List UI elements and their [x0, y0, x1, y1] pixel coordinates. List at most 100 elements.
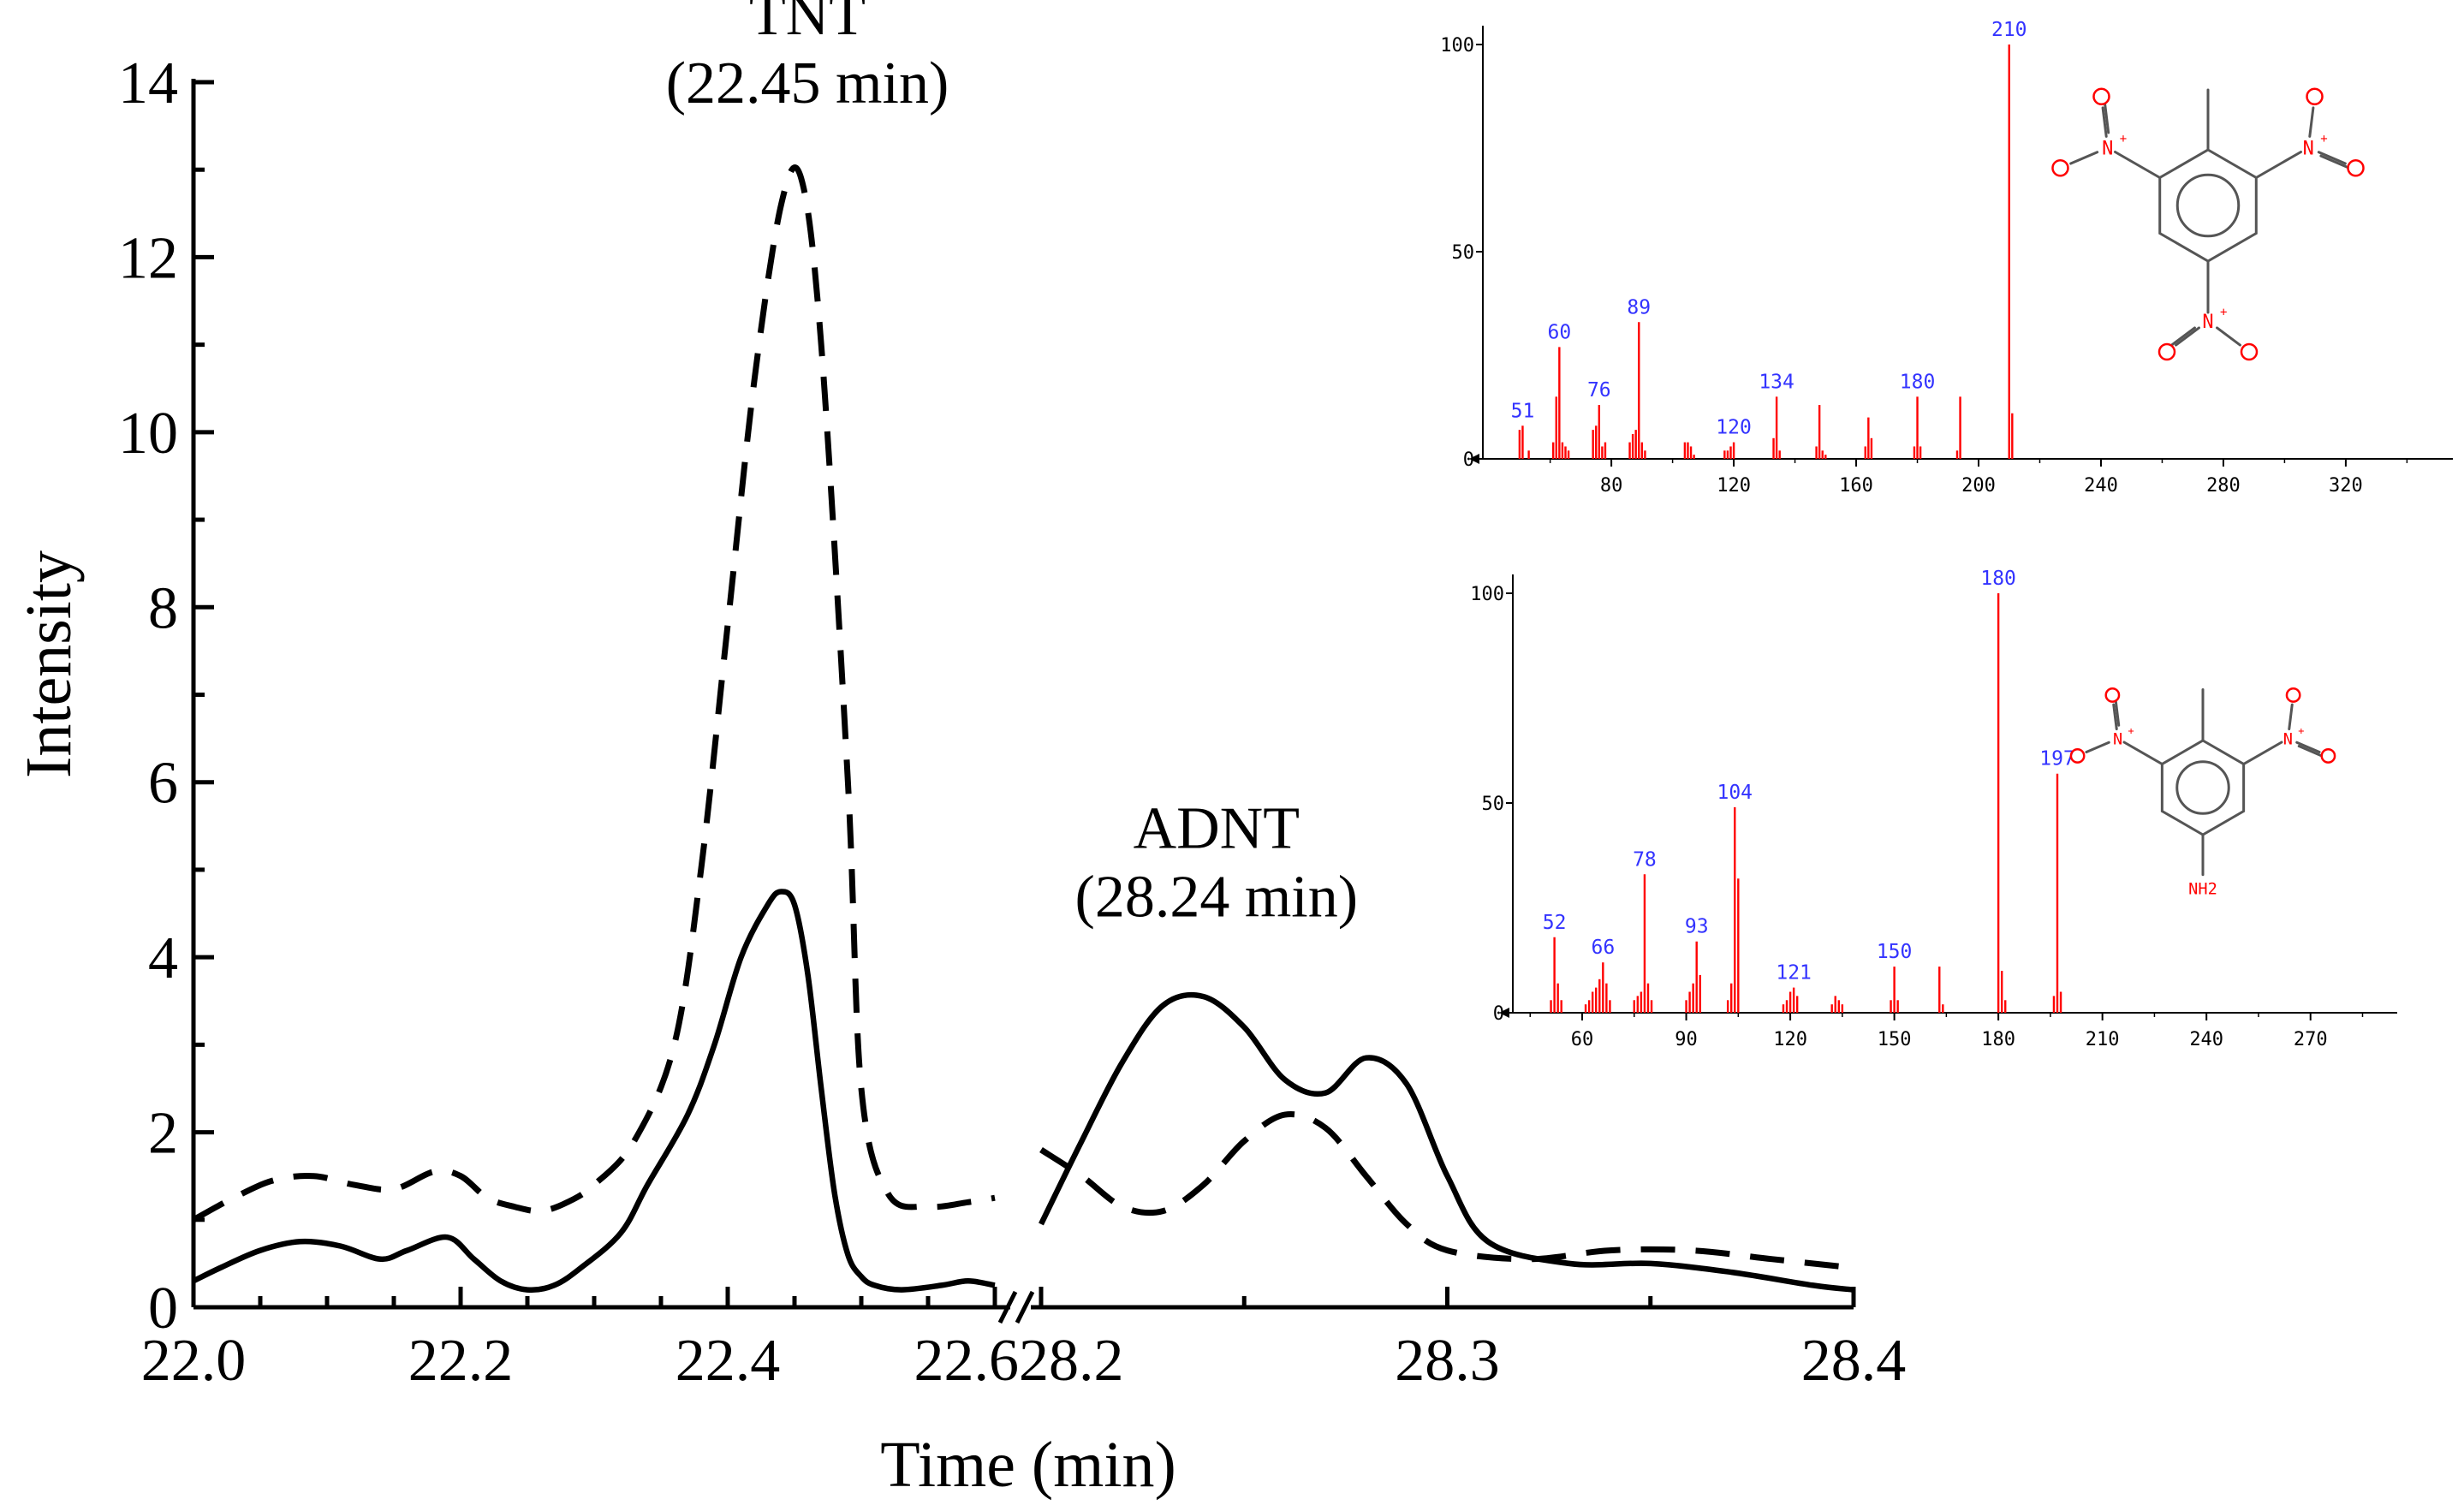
bond — [2297, 745, 2324, 758]
x-axis-label: Time (min) — [880, 1429, 1176, 1501]
y-axis-label: Intensity — [13, 550, 85, 778]
y-tick-label: 2 — [148, 1101, 178, 1167]
oxygen-atom — [2069, 748, 2086, 764]
axis-break-mark — [1015, 1290, 1035, 1324]
x-tick-label: 28.3 — [1395, 1328, 1500, 1394]
spectrum-peak-label: 52 — [1543, 912, 1567, 934]
spectrum-x-tick-label: 90 — [1675, 1029, 1698, 1050]
spectrum-axis-arrow — [1499, 1008, 1509, 1018]
axis-break-mark — [997, 1290, 1018, 1324]
aromatic-circle — [2175, 173, 2241, 238]
bond — [2288, 703, 2294, 731]
adnt-mass-spectrum: 0 50 100 60 90 120 150 180 210 240 270 52 66 78 93 104 1… — [1470, 568, 2397, 1050]
nitrogen-atom: N — [2303, 139, 2314, 160]
solid-series-line — [192, 889, 996, 1294]
dashed-series-line — [192, 164, 996, 1222]
spectrum-peak-label: 180 — [1900, 371, 1936, 393]
spectrum-x-tick-label: 240 — [2189, 1029, 2223, 1050]
y-tick-label: 4 — [148, 925, 178, 991]
nitrogen-atom: N — [2113, 731, 2122, 749]
bond — [2104, 103, 2110, 134]
spectrum-x-tick-label: 150 — [1878, 1029, 1912, 1050]
spectrum-peak-label: 120 — [1716, 417, 1752, 439]
spectrum-y-tick-label: 100 — [1470, 584, 1504, 605]
spectrum-peak-label: 89 — [1627, 296, 1651, 318]
x-tick-label: 22.2 — [408, 1328, 514, 1394]
y-tick-label: 14 — [118, 51, 178, 116]
y-tick-label: 0 — [148, 1276, 178, 1341]
spectrum-y-tick-label: 100 — [1440, 35, 1474, 57]
peak-annotation-time: (28.24 min) — [1075, 864, 1359, 930]
bond — [2254, 151, 2302, 179]
amine-group: NH2 — [2188, 881, 2217, 899]
spectrum-x-tick-label: 120 — [1717, 475, 1751, 497]
bond — [2308, 106, 2315, 138]
nitrogen-atom: N — [2202, 312, 2213, 333]
spectrum-y-tick-label: 0 — [1493, 1003, 1504, 1025]
x-tick-label: 22.4 — [676, 1328, 781, 1394]
x-tick-label: 22.0 — [141, 1328, 247, 1394]
bond — [2112, 703, 2118, 731]
tnt-mass-spectrum: 0 50 100 80 120 160 200 240 280 320 51 60 76 89 120 134… — [1440, 19, 2453, 497]
spectrum-axis-arrow — [1469, 454, 1479, 464]
adnt-structure-drawing: N + N + NH2 — [2069, 687, 2336, 899]
nitrogen-atom: N — [2102, 139, 2113, 160]
spectrum-peak-label: 134 — [1759, 371, 1794, 393]
oxygen-atom — [2347, 159, 2365, 177]
bond — [2175, 326, 2200, 347]
spectrum-x-tick-label: 280 — [2206, 475, 2241, 497]
oxygen-atom — [2306, 87, 2324, 105]
bond — [2114, 151, 2162, 179]
dashed-series-line — [1039, 1111, 1854, 1271]
bond — [2295, 741, 2321, 754]
oxygen-atom — [2051, 159, 2069, 177]
bond — [2317, 151, 2347, 165]
oxygen-atom — [2092, 87, 2110, 105]
oxygen-atom — [2320, 748, 2336, 764]
oxygen-atom — [2157, 342, 2176, 361]
spectrum-x-tick-label: 120 — [1773, 1029, 1807, 1050]
spectrum-x-tick-label: 320 — [2329, 475, 2363, 497]
x-tick-label: 28.4 — [1801, 1328, 1907, 1394]
spectrum-peak-label: 76 — [1587, 379, 1611, 402]
solid-series-line — [1039, 991, 1854, 1293]
charge-plus: + — [2120, 133, 2127, 146]
bond — [2319, 154, 2349, 169]
spectrum-peak-label: 121 — [1776, 962, 1812, 985]
spectrum-x-tick-label: 270 — [2294, 1029, 2328, 1050]
spectrum-peak-label: 93 — [1685, 916, 1709, 938]
bond — [2069, 151, 2099, 165]
bond — [2101, 106, 2108, 138]
oxygen-atom — [2240, 342, 2259, 361]
spectrum-peak-label: 78 — [1633, 848, 1657, 871]
y-tick-label: 8 — [148, 575, 178, 641]
x-break-tick-label: 22.628.2 — [914, 1328, 1124, 1394]
spectrum-x-tick-label: 160 — [1839, 475, 1873, 497]
spectrum-x-tick-label: 60 — [1571, 1029, 1594, 1050]
charge-plus: + — [2320, 133, 2327, 146]
bond — [2122, 741, 2163, 765]
spectrum-peak-label: 60 — [1548, 321, 1572, 343]
spectrum-y-tick-label: 0 — [1463, 449, 1474, 471]
spectrum-peak-label: 66 — [1591, 937, 1615, 959]
charge-plus: + — [2128, 725, 2134, 737]
bond — [2114, 699, 2121, 727]
spectrum-peak-label: 180 — [1980, 568, 2016, 590]
charge-plus: + — [2298, 725, 2304, 737]
spectrum-peak-label: 51 — [1511, 400, 1535, 422]
charge-plus: + — [2220, 306, 2227, 319]
y-tick-label: 12 — [118, 225, 178, 291]
nitrogen-atom: N — [2283, 731, 2293, 749]
spectrum-y-tick-label: 50 — [1482, 794, 1505, 815]
spectrum-x-tick-label: 210 — [2086, 1029, 2120, 1050]
peak-annotation-name: ADNT — [1134, 795, 1300, 861]
bond — [2216, 326, 2241, 347]
oxygen-atom — [2285, 687, 2301, 703]
oxygen-atom — [2104, 687, 2121, 703]
peak-annotation-time: (22.45 min) — [666, 51, 949, 116]
spectrum-peak-label: 150 — [1877, 941, 1913, 963]
spectrum-x-tick-label: 80 — [1600, 475, 1623, 497]
bond — [2085, 741, 2110, 754]
